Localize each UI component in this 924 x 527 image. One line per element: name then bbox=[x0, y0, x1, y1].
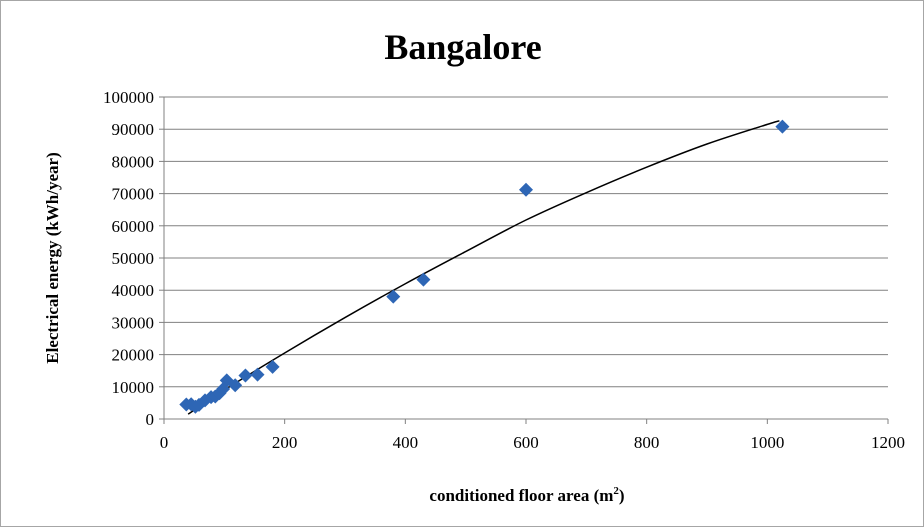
data-point-11 bbox=[238, 368, 253, 383]
y-tick-label-1: 10000 bbox=[112, 378, 155, 397]
y-tick-labels: 0 10000 20000 30000 40000 50000 60000 70000 8000… bbox=[103, 88, 154, 429]
y-tick-label-10: 100000 bbox=[103, 88, 154, 107]
data-point-15 bbox=[416, 272, 431, 287]
y-tick-label-6: 60000 bbox=[112, 217, 155, 236]
x-axis-label-close: ) bbox=[619, 486, 625, 505]
x-tick-label-0: 0 bbox=[160, 433, 169, 452]
y-tick-label-7: 70000 bbox=[112, 185, 155, 204]
y-axis-label: Electrical energy (kWh/year) bbox=[43, 152, 62, 364]
grid-lines bbox=[159, 96, 888, 420]
x-tick-labels: 0 200 400 600 800 1000 1200 bbox=[160, 433, 905, 452]
data-point-13 bbox=[265, 359, 280, 374]
x-tick-label-4: 800 bbox=[634, 433, 660, 452]
trendline bbox=[187, 120, 780, 415]
data-point-17 bbox=[775, 119, 790, 134]
y-tick-label-8: 80000 bbox=[112, 152, 155, 171]
data-point-10 bbox=[228, 378, 243, 393]
x-axis-label: conditioned floor area (m2) bbox=[429, 485, 624, 505]
y-tick-label-9: 90000 bbox=[112, 120, 155, 139]
axes bbox=[163, 97, 889, 424]
x-tick-label-3: 600 bbox=[513, 433, 539, 452]
x-tick-label-2: 400 bbox=[393, 433, 419, 452]
y-tick-label-5: 50000 bbox=[112, 249, 155, 268]
data-point-14 bbox=[386, 289, 401, 304]
data-points bbox=[179, 119, 790, 414]
y-tick-label-3: 30000 bbox=[112, 313, 155, 332]
y-tick-label-2: 20000 bbox=[112, 346, 155, 365]
x-tick-label-1: 200 bbox=[272, 433, 298, 452]
trendline-group bbox=[187, 120, 780, 415]
y-tick-label-0: 0 bbox=[146, 410, 155, 429]
x-tick-label-5: 1000 bbox=[750, 433, 784, 452]
data-point-12 bbox=[250, 367, 265, 382]
x-tick-label-6: 1200 bbox=[871, 433, 905, 452]
y-tick-label-4: 40000 bbox=[112, 281, 155, 300]
chart-title: Bangalore bbox=[384, 27, 541, 67]
x-axis-label-main: conditioned floor area (m bbox=[429, 486, 613, 505]
x-axis-label-superscript: 2 bbox=[613, 485, 619, 497]
data-point-16 bbox=[519, 182, 533, 197]
